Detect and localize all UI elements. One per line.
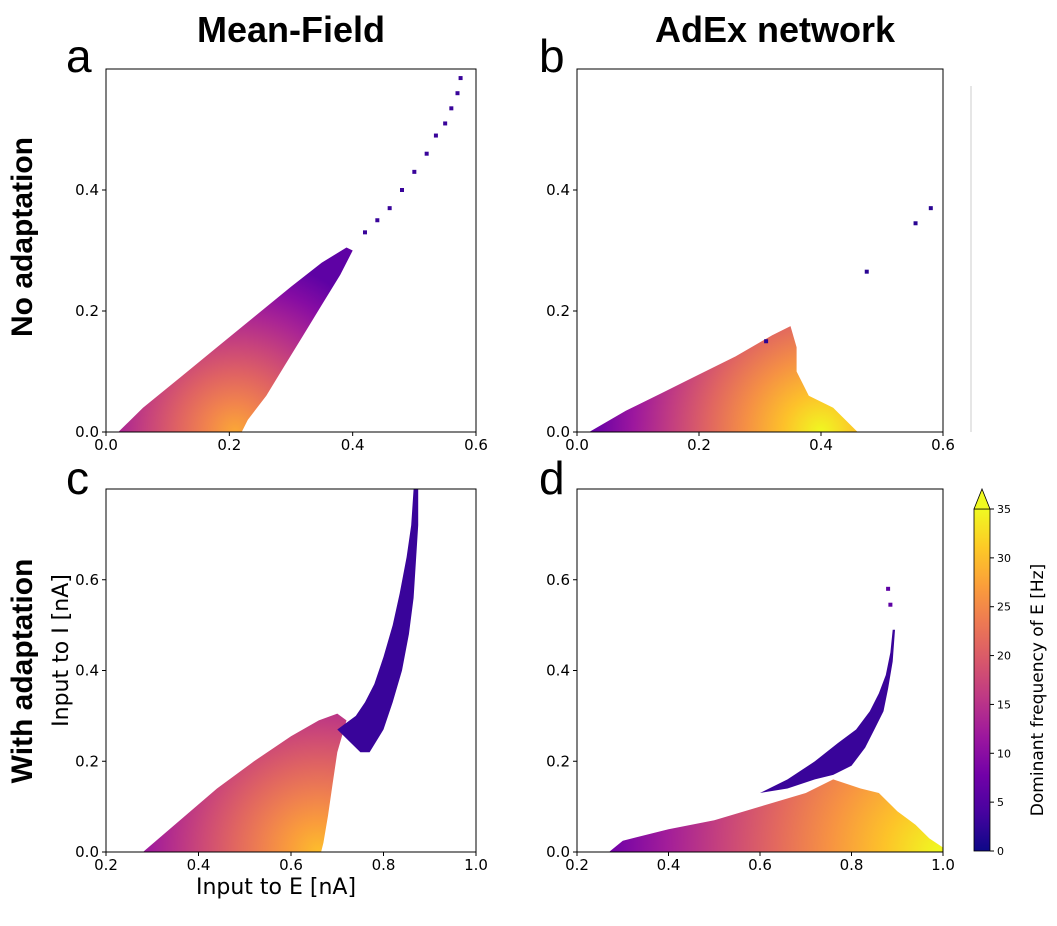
y-tick-label: 0.2 bbox=[75, 302, 99, 320]
y-tick-label: 0.0 bbox=[546, 843, 570, 861]
oscillation-region bbox=[609, 779, 943, 852]
x-axis-label: Input to E [nA] bbox=[196, 875, 356, 900]
colorbar-tick-label: 5 bbox=[997, 796, 1004, 809]
scatter-point bbox=[363, 230, 367, 235]
panel-letter: b bbox=[539, 30, 565, 82]
plot-content bbox=[609, 586, 943, 852]
oscillation-region bbox=[118, 247, 353, 432]
column-title-mean-field: Mean-Field bbox=[197, 9, 385, 50]
y-tick-label: 0.4 bbox=[546, 662, 570, 680]
scatter-point bbox=[412, 169, 417, 174]
scatter-point bbox=[433, 133, 438, 138]
colorbar-tick-label: 0 bbox=[997, 845, 1004, 858]
x-tick-label: 0.2 bbox=[565, 856, 589, 874]
x-tick-label: 0.0 bbox=[565, 436, 589, 454]
y-tick-label: 0.4 bbox=[75, 181, 99, 199]
colorbar-extend-arrow bbox=[973, 487, 991, 510]
scatter-point bbox=[886, 586, 891, 591]
panel-letter: c bbox=[66, 452, 89, 504]
x-tick-label: 0.6 bbox=[748, 856, 772, 874]
row-label-no-adaptation: No adaptation bbox=[6, 137, 39, 337]
plot-content bbox=[589, 206, 933, 432]
scatter-point bbox=[455, 91, 460, 96]
y-tick-label: 0.2 bbox=[75, 752, 99, 770]
scatter-point bbox=[764, 339, 769, 344]
x-tick-label: 0.2 bbox=[217, 436, 241, 454]
plot-area bbox=[106, 69, 476, 432]
scatter-point bbox=[928, 206, 933, 211]
x-tick-label: 0.6 bbox=[931, 436, 955, 454]
colorbar: 0 5 10 15 20 25 30 35 Dominant frequency of E [H… bbox=[973, 487, 1048, 858]
x-tick-label: 0.6 bbox=[464, 436, 488, 454]
y-tick-label: 0.6 bbox=[75, 571, 99, 589]
x-tick-label: 0.4 bbox=[809, 436, 833, 454]
x-tick-label: 1.0 bbox=[464, 856, 488, 874]
y-tick-label: 0.0 bbox=[75, 423, 99, 441]
scatter-point bbox=[458, 76, 463, 81]
y-tick-label: 0.6 bbox=[546, 571, 570, 589]
panel-letter: d bbox=[539, 452, 565, 504]
scatter-point bbox=[387, 206, 392, 211]
axes-frame bbox=[576, 68, 944, 433]
y-tick-label: 0.0 bbox=[546, 423, 570, 441]
row-label-with-adaptation: With adaptation bbox=[6, 559, 39, 784]
adaptation-branch bbox=[337, 489, 419, 753]
plot-area bbox=[577, 489, 943, 852]
y-tick-label: 0.2 bbox=[546, 752, 570, 770]
oscillation-region bbox=[589, 326, 858, 432]
x-tick-label: 0.4 bbox=[341, 436, 365, 454]
scatter-point bbox=[400, 188, 404, 192]
scatter-point bbox=[424, 151, 429, 156]
scatter-point bbox=[913, 221, 918, 226]
colorbar-gradient bbox=[973, 508, 991, 852]
axes-frame bbox=[105, 68, 477, 433]
colorbar-tick-label: 30 bbox=[997, 552, 1011, 565]
oscillation-region bbox=[143, 713, 347, 852]
plot-content bbox=[118, 76, 463, 432]
column-title-adex-network: AdEx network bbox=[655, 9, 896, 50]
colorbar-tick-label: 15 bbox=[997, 698, 1011, 711]
x-tick-label: 0.4 bbox=[657, 856, 681, 874]
colorbar-tick-label: 25 bbox=[997, 601, 1011, 614]
x-tick-label: 0.2 bbox=[94, 856, 118, 874]
panel-b: 0.0 0.2 0.4 0.6 0.0 0.2 0.4 b bbox=[539, 30, 955, 454]
scatter-point bbox=[375, 218, 380, 223]
panel-letter: a bbox=[66, 30, 92, 82]
x-tick-label: 0.4 bbox=[187, 856, 211, 874]
colorbar-tick-label: 35 bbox=[997, 503, 1011, 516]
scatter-point bbox=[449, 106, 454, 111]
colorbar-tick-label: 10 bbox=[997, 747, 1011, 760]
scatter-point bbox=[864, 269, 869, 274]
colorbar-label: Dominant frequency of E [Hz] bbox=[1028, 564, 1048, 816]
x-tick-label: 0.0 bbox=[94, 436, 118, 454]
plot-content bbox=[143, 489, 419, 852]
colorbar-tick-label: 20 bbox=[997, 650, 1011, 663]
scatter-point bbox=[443, 121, 448, 126]
panel-a: 0.0 0.2 0.4 0.6 0.0 0.2 0.4 a bbox=[66, 30, 488, 454]
y-tick-label: 0.2 bbox=[546, 302, 570, 320]
x-tick-label: 0.8 bbox=[372, 856, 396, 874]
x-tick-label: 1.0 bbox=[931, 856, 955, 874]
y-tick-label: 0.0 bbox=[75, 843, 99, 861]
scatter-point bbox=[888, 602, 893, 607]
x-tick-label: 0.8 bbox=[840, 856, 864, 874]
panel-d: 0.2 0.4 0.6 0.8 1.00.00.20.40.6d bbox=[539, 452, 955, 874]
y-axis-label: Input to I [nA] bbox=[49, 574, 74, 727]
adaptation-branch bbox=[760, 629, 895, 793]
x-tick-label: 0.2 bbox=[687, 436, 711, 454]
y-tick-label: 0.4 bbox=[546, 181, 570, 199]
y-tick-label: 0.4 bbox=[75, 662, 99, 680]
x-tick-label: 0.6 bbox=[279, 856, 303, 874]
